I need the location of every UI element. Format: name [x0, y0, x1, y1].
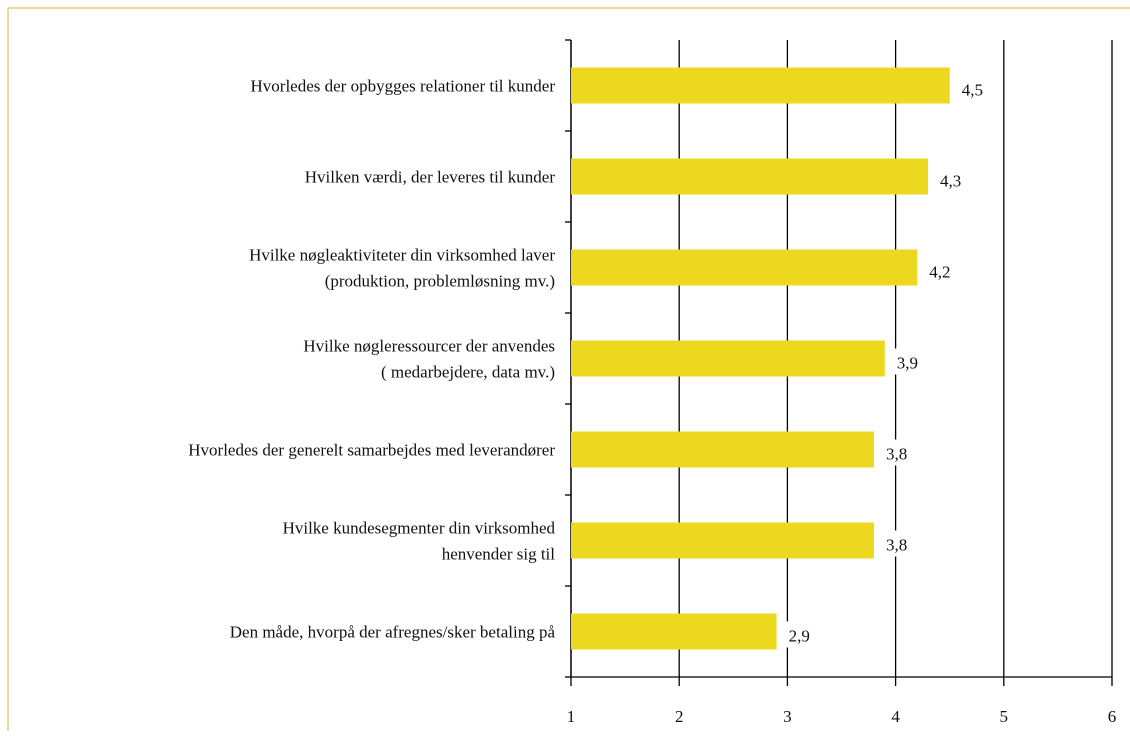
value-label: 4,2	[929, 263, 950, 282]
bar	[571, 67, 950, 104]
y-tick-label: Den måde, hvorpå der afregnes/sker betal…	[230, 623, 556, 642]
bar	[571, 158, 929, 195]
bar	[571, 340, 885, 377]
x-tick-label: 2	[675, 707, 684, 726]
bar	[571, 613, 777, 650]
y-tick-label: Hvilken værdi, der leveres til kunder	[305, 168, 556, 187]
x-tick-label: 3	[783, 707, 792, 726]
y-tick-label: Hvorledes der opbygges relationer til ku…	[251, 77, 556, 96]
value-label-bg	[953, 75, 992, 102]
value-label: 3,8	[886, 445, 907, 464]
y-tick-label: Hvilke kundesegmenter din virksomhed henv…	[283, 519, 556, 564]
bar	[571, 431, 874, 468]
x-tick-label: 4	[891, 707, 900, 726]
y-tick-label: Hvorledes der generelt samarbejdes med l…	[188, 441, 555, 460]
x-tick-label: 5	[1000, 707, 1009, 726]
bar	[571, 522, 874, 559]
value-label: 3,9	[897, 354, 918, 373]
value-label: 3,8	[886, 536, 907, 555]
bar	[571, 249, 918, 286]
value-label: 2,9	[789, 627, 810, 646]
x-tick-label: 1	[567, 707, 576, 726]
value-label-bg	[877, 439, 916, 466]
value-label-bg	[921, 257, 960, 284]
value-label: 4,3	[940, 172, 961, 191]
value-label-bg	[877, 530, 916, 557]
value-label-bg	[932, 166, 971, 193]
x-tick-label: 6	[1108, 707, 1117, 726]
value-label: 4,5	[962, 81, 983, 100]
y-tick-label: Hvilke nøgleaktiviteter din virksomhed l…	[249, 246, 555, 291]
y-tick-label: Hvilke nøgleressourcer der anvendes( med…	[303, 337, 555, 382]
value-label-bg	[780, 621, 819, 648]
value-label-bg	[888, 348, 927, 375]
